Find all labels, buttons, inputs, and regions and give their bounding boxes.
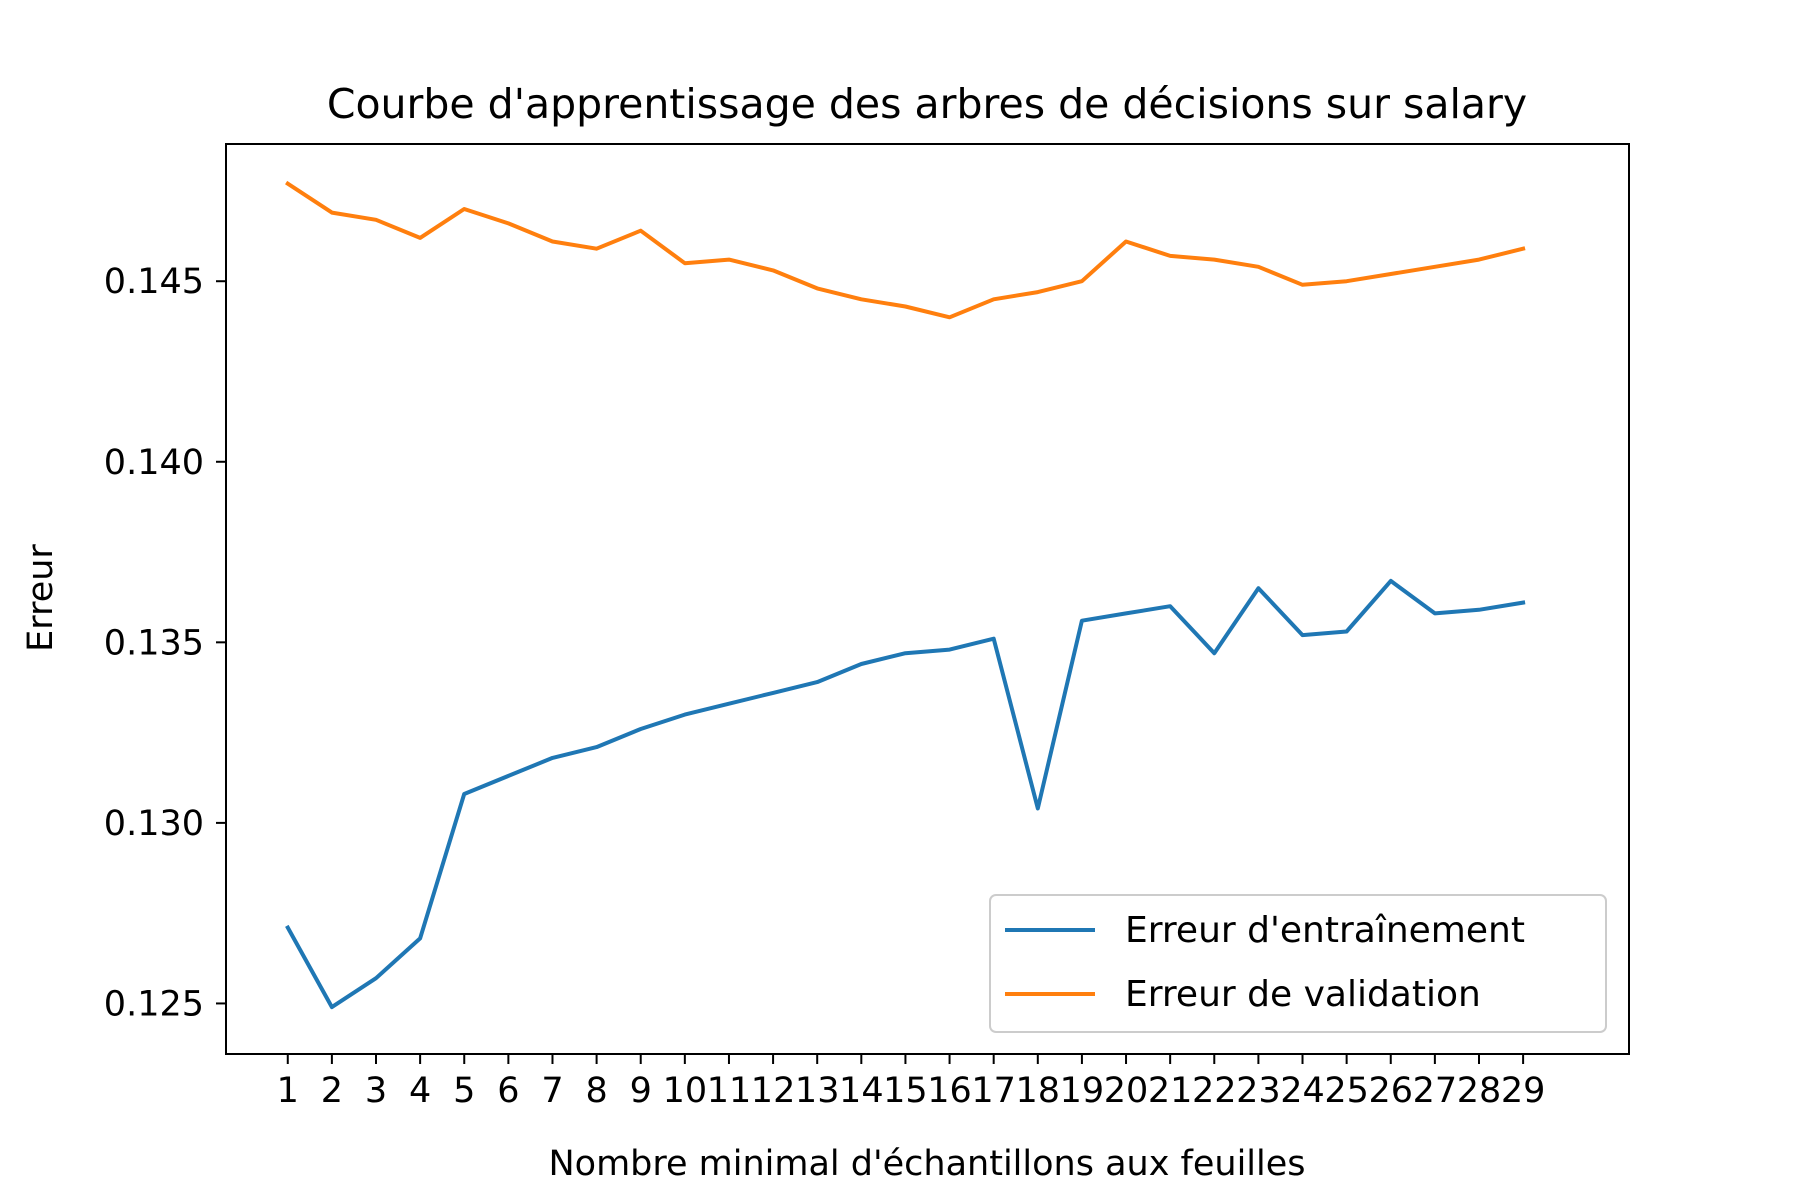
x-tick-label: 26 bbox=[1368, 1071, 1413, 1111]
x-tick-label: 13 bbox=[795, 1071, 840, 1111]
x-tick-label: 10 bbox=[663, 1071, 708, 1111]
x-tick-label: 16 bbox=[927, 1071, 972, 1111]
x-tick-label: 5 bbox=[453, 1071, 475, 1111]
y-tick-label: 0.135 bbox=[104, 623, 204, 663]
series-line-validation bbox=[285, 180, 1526, 320]
x-tick-label: 12 bbox=[751, 1071, 796, 1111]
x-tick-label: 4 bbox=[409, 1071, 431, 1111]
x-tick-label: 18 bbox=[1016, 1071, 1061, 1111]
x-tick-label: 6 bbox=[497, 1071, 519, 1111]
x-tick-label: 3 bbox=[365, 1071, 387, 1111]
legend-box bbox=[989, 894, 1607, 1033]
x-tick-label: 22 bbox=[1192, 1071, 1237, 1111]
y-tick-label: 0.140 bbox=[104, 443, 204, 483]
x-tick-label: 25 bbox=[1324, 1071, 1369, 1111]
plot-frame bbox=[225, 143, 1630, 1055]
x-tick-label: 19 bbox=[1060, 1071, 1105, 1111]
x-tick-label: 7 bbox=[541, 1071, 563, 1111]
y-tick-label: 0.145 bbox=[104, 262, 204, 302]
x-tick-label: 24 bbox=[1280, 1071, 1325, 1111]
x-tick-label: 17 bbox=[971, 1071, 1016, 1111]
x-tick-label: 15 bbox=[883, 1071, 928, 1111]
x-tick-label: 27 bbox=[1413, 1071, 1458, 1111]
y-axis-label: Erreur bbox=[21, 544, 61, 652]
x-tick-label: 29 bbox=[1501, 1071, 1546, 1111]
x-axis-ticks: 1 2 3 4 5 6 7 8 9 10 11 12 13 14 15 16 17 18 19 20 21 22 23 24 2… bbox=[277, 1054, 1546, 1111]
series-line-training bbox=[285, 578, 1526, 1010]
plot-area bbox=[225, 143, 1630, 1055]
y-tick-label: 0.130 bbox=[104, 804, 204, 844]
x-tick-label: 8 bbox=[585, 1071, 607, 1111]
x-axis-label: Nombre minimal d'échantillons aux feuill… bbox=[548, 1144, 1305, 1184]
x-tick-label: 2 bbox=[321, 1071, 343, 1111]
series-layer bbox=[285, 180, 1526, 1010]
y-tick-label: 0.125 bbox=[104, 984, 204, 1024]
x-tick-label: 9 bbox=[630, 1071, 652, 1111]
y-axis-ticks: 0.125 0.130 0.135 0.140 0.145 bbox=[104, 262, 226, 1024]
x-tick-label: 14 bbox=[839, 1071, 884, 1111]
x-tick-label: 1 bbox=[277, 1071, 299, 1111]
legend-label-validation: Erreur de validation bbox=[1125, 974, 1481, 1015]
x-tick-label: 23 bbox=[1236, 1071, 1281, 1111]
x-tick-label: 20 bbox=[1104, 1071, 1149, 1111]
legend: Erreur d'entraînement Erreur de validati… bbox=[989, 894, 1607, 1033]
x-tick-label: 11 bbox=[707, 1071, 752, 1111]
x-tick-label: 21 bbox=[1148, 1071, 1193, 1111]
legend-label-training: Erreur d'entraînement bbox=[1125, 910, 1525, 951]
chart-title: Courbe d'apprentissage des arbres de déc… bbox=[327, 80, 1527, 128]
x-tick-label: 28 bbox=[1457, 1071, 1502, 1111]
